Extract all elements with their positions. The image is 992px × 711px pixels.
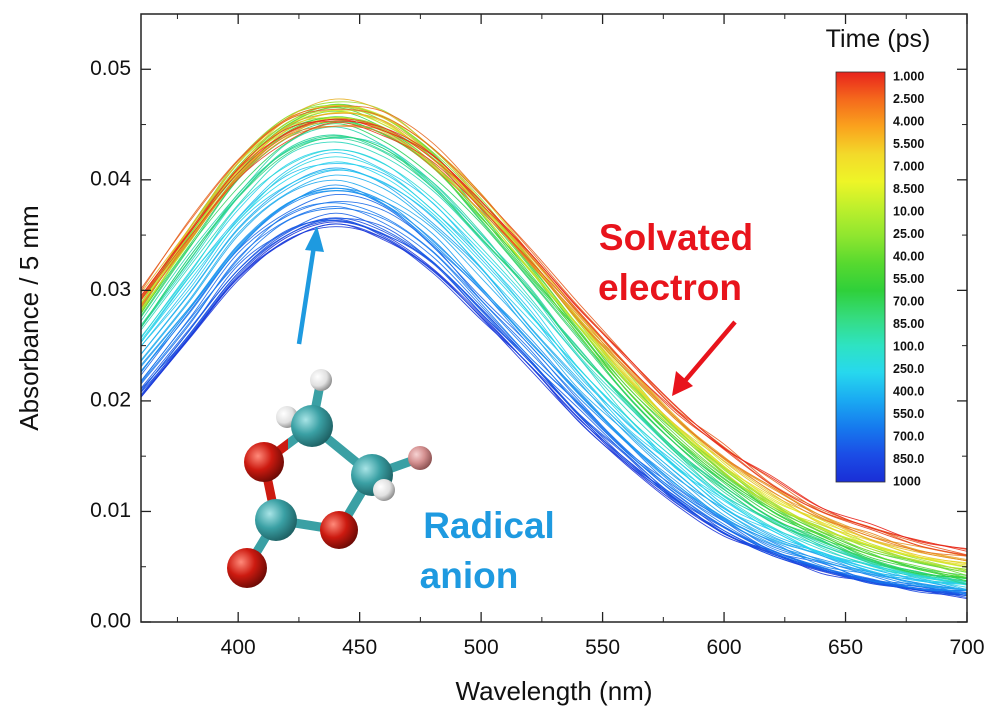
colorbar-tick-label: 850.0 (893, 452, 924, 466)
spectrum-line (141, 184, 967, 595)
axis-tick-labels: 400 450 500 550 600 650 700 0.00 0.01 0.02 0.03 0.0… (90, 57, 984, 659)
spectrum-line (141, 190, 967, 592)
annotation-solvated: Solvated (599, 217, 753, 258)
spectrum-line (141, 156, 967, 588)
spectrum-line (141, 125, 967, 562)
colorbar-tick-label: 700.0 (893, 429, 924, 443)
colorbar-labels: 1.000 2.500 4.000 5.500 7.000 8.500 10.00 25.00… (893, 69, 924, 488)
colorbar-tick-label: 4.000 (893, 114, 924, 128)
spectrum-line (141, 136, 967, 579)
spectrum-line (141, 217, 967, 597)
colorbar-tick-label: 1.000 (893, 69, 924, 83)
x-tick-label: 500 (464, 636, 499, 659)
colorbar-tick-label: 100.0 (893, 339, 924, 353)
spectra-curves (141, 98, 967, 600)
colorbar-tick-label: 70.00 (893, 294, 924, 308)
colorbar-tick-label: 400.0 (893, 384, 924, 398)
x-axis-title: Wavelength (nm) (456, 676, 653, 706)
molecule-illustration (227, 369, 432, 588)
spectrum-line (141, 105, 967, 562)
y-tick-label: 0.00 (90, 610, 131, 633)
spectrum-line (141, 208, 967, 591)
axis-ticks (141, 14, 968, 623)
oxygen-atom (244, 442, 284, 482)
colorbar-tick-label: 7.000 (893, 159, 924, 173)
spectrum-line (141, 118, 967, 550)
spectrum-line (141, 103, 967, 580)
colorbar-title: Time (ps) (826, 25, 931, 53)
spectrum-line (141, 190, 967, 591)
x-tick-label: 700 (949, 636, 984, 659)
y-tick-label: 0.03 (90, 278, 131, 301)
spectrum-line (141, 122, 967, 556)
colorbar-tick-label: 250.0 (893, 362, 924, 376)
hydrogen-atom (373, 479, 395, 501)
colorbar-tick-label: 85.00 (893, 317, 924, 331)
spectrum-line (141, 169, 967, 586)
colorbar-tick-label: 550.0 (893, 407, 924, 421)
y-tick-label: 0.02 (90, 388, 131, 411)
plot-frame (140, 13, 968, 623)
colorbar-tick-label: 25.00 (893, 227, 924, 241)
x-tick-label: 400 (221, 636, 256, 659)
oxygen-atom (320, 511, 358, 549)
y-tick-label: 0.01 (90, 499, 131, 522)
x-tick-label: 550 (585, 636, 620, 659)
oxygen-atom (227, 548, 267, 588)
spectrum-line (141, 149, 967, 584)
colorbar-tick-label: 2.500 (893, 92, 924, 106)
annotation-electron: electron (598, 267, 742, 308)
colorbar-tick-label: 40.00 (893, 249, 924, 263)
colorbar-tick-label: 10.00 (893, 204, 924, 218)
halogen-atom (408, 446, 432, 470)
spectrum-line (141, 125, 967, 557)
carbon-atom (291, 405, 333, 447)
spectrum-line (141, 123, 967, 578)
y-axis-title: Absorbance / 5 mm (14, 205, 44, 430)
x-tick-label: 450 (342, 636, 377, 659)
spectrum-line (141, 135, 967, 585)
spectrum-line (141, 212, 967, 596)
spectrum-line (141, 141, 967, 585)
carbon-atom (255, 499, 297, 541)
x-tick-label: 600 (707, 636, 742, 659)
colorbar-tick-label: 8.500 (893, 182, 924, 196)
colorbar-tick-label: 55.00 (893, 272, 924, 286)
annotation-radical: Radical (423, 505, 555, 546)
colorbar-tick-label: 5.500 (893, 137, 924, 151)
y-tick-label: 0.04 (90, 167, 131, 190)
annotation-anion: anion (420, 555, 519, 596)
colorbar-tick-label: 1000 (893, 474, 921, 488)
y-tick-label: 0.05 (90, 57, 131, 80)
x-tick-label: 650 (828, 636, 863, 659)
hydrogen-atom (310, 369, 332, 391)
arrow-solvated-electron (672, 320, 737, 396)
colorbar (835, 71, 886, 483)
arrow-radical-anion (296, 226, 324, 345)
spectrum-line (141, 108, 967, 556)
